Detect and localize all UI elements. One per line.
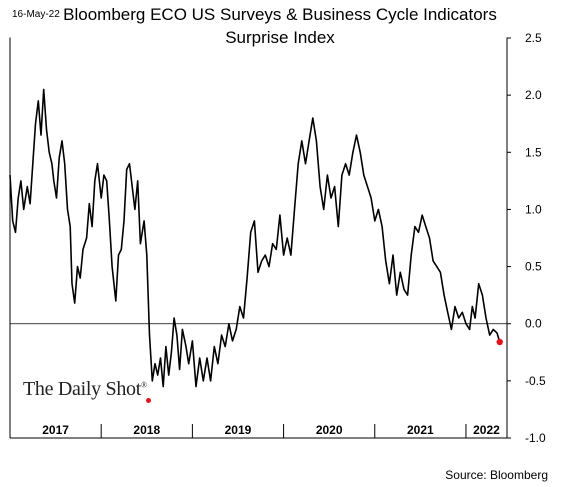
last-point-marker bbox=[496, 338, 503, 346]
logo-text: The Daily Shot bbox=[23, 378, 142, 400]
x-tick-label: 2018 bbox=[133, 423, 160, 437]
series-line bbox=[9, 88, 501, 388]
y-tick-label: 2.0 bbox=[525, 88, 542, 102]
date-label: 16-May-22 bbox=[12, 9, 60, 20]
chart-title: Bloomberg ECO US Surveys & Business Cycl… bbox=[40, 3, 520, 49]
x-tick-label: 2021 bbox=[407, 423, 434, 437]
x-tick-label: 2019 bbox=[225, 423, 252, 437]
x-tick-label: 2022 bbox=[473, 423, 500, 437]
chart-title-line-2: Surprise Index bbox=[225, 28, 335, 47]
chart-title-line-1: Bloomberg ECO US Surveys & Business Cycl… bbox=[63, 5, 497, 24]
logo-dot bbox=[146, 398, 151, 403]
y-tick-label: -1.0 bbox=[525, 431, 546, 445]
logo-registered-mark: ® bbox=[141, 380, 147, 390]
x-tick-label: 2020 bbox=[316, 423, 343, 437]
y-tick-label: 1.5 bbox=[525, 145, 542, 159]
source-label: Source: Bloomberg bbox=[445, 468, 548, 482]
y-tick-label: 1.0 bbox=[525, 202, 542, 216]
y-tick-label: 2.5 bbox=[525, 31, 542, 45]
y-tick-label: 0.5 bbox=[525, 260, 542, 274]
x-tick-label: 2017 bbox=[42, 423, 69, 437]
daily-shot-logo: The Daily Shot® bbox=[23, 378, 147, 401]
y-tick-label: 0.0 bbox=[525, 317, 542, 331]
y-tick-label: -0.5 bbox=[525, 374, 546, 388]
